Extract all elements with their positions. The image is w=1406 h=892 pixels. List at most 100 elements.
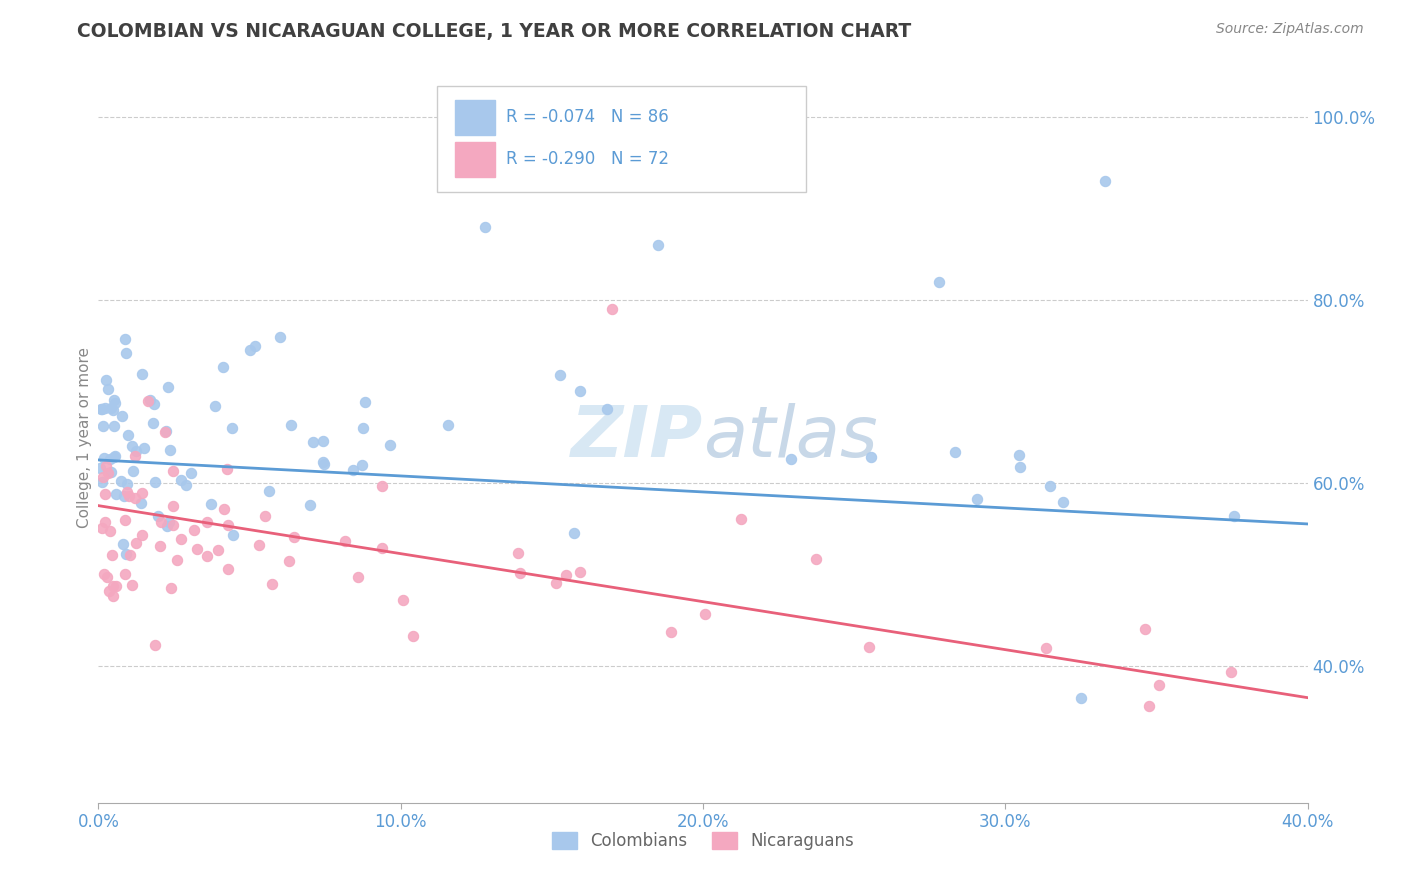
Point xyxy=(103,419,125,434)
Point xyxy=(312,434,335,449)
Point xyxy=(1008,449,1031,463)
Point xyxy=(200,498,222,512)
Point xyxy=(1223,509,1246,524)
Point xyxy=(254,509,277,524)
Point xyxy=(212,360,235,375)
Point xyxy=(806,552,828,566)
Point xyxy=(114,489,136,503)
Point xyxy=(98,524,121,539)
Point xyxy=(143,475,166,489)
Point xyxy=(138,393,160,408)
Point xyxy=(114,346,136,360)
Text: ZIP: ZIP xyxy=(571,402,703,472)
Point xyxy=(156,518,179,533)
Point xyxy=(104,395,127,409)
Point xyxy=(169,473,191,487)
Point xyxy=(555,567,578,582)
Point xyxy=(174,478,197,492)
Point xyxy=(370,541,392,555)
Point xyxy=(115,547,138,561)
Bar xyxy=(456,100,495,135)
Point xyxy=(217,462,239,476)
Point xyxy=(354,394,377,409)
Point xyxy=(97,383,120,397)
Point xyxy=(195,549,218,563)
Point xyxy=(114,513,136,527)
Point xyxy=(280,417,302,432)
Point xyxy=(257,483,280,498)
FancyBboxPatch shape xyxy=(437,86,806,192)
Point xyxy=(509,566,531,580)
Point xyxy=(124,491,146,506)
Point xyxy=(103,589,125,603)
Point xyxy=(217,517,239,532)
Point xyxy=(860,450,883,464)
Point xyxy=(114,566,136,581)
Point xyxy=(148,509,170,524)
Point xyxy=(96,373,118,387)
Point xyxy=(91,401,114,416)
Point xyxy=(94,486,117,500)
Point xyxy=(124,449,146,463)
Point xyxy=(103,392,125,407)
Text: COLOMBIAN VS NICARAGUAN COLLEGE, 1 YEAR OR MORE CORRELATION CHART: COLOMBIAN VS NICARAGUAN COLLEGE, 1 YEAR … xyxy=(77,22,911,41)
Point xyxy=(97,583,120,598)
Text: R = -0.290   N = 72: R = -0.290 N = 72 xyxy=(506,150,669,168)
Point xyxy=(94,515,117,529)
Point xyxy=(436,418,458,433)
Point xyxy=(112,537,135,551)
Point xyxy=(1035,640,1057,655)
Point xyxy=(371,479,394,493)
Point xyxy=(352,458,374,473)
Point xyxy=(89,461,111,475)
Point xyxy=(269,330,291,344)
Point xyxy=(156,380,179,394)
Point xyxy=(131,485,153,500)
Point xyxy=(105,487,128,501)
Bar xyxy=(456,142,495,177)
Point xyxy=(221,421,243,435)
Point xyxy=(378,438,401,452)
Point xyxy=(134,441,156,455)
Point xyxy=(596,401,619,416)
Point xyxy=(1008,459,1031,474)
Point xyxy=(568,384,591,398)
Text: R = -0.074   N = 86: R = -0.074 N = 86 xyxy=(506,109,669,127)
Point xyxy=(121,578,143,592)
Point xyxy=(101,548,124,562)
Point xyxy=(159,581,181,595)
Point xyxy=(568,565,591,579)
Point xyxy=(928,275,950,289)
Point xyxy=(122,464,145,478)
Point xyxy=(352,421,374,435)
Point xyxy=(243,339,266,353)
Point xyxy=(506,546,529,560)
Point xyxy=(195,515,218,529)
Point xyxy=(1039,479,1062,493)
Point xyxy=(104,449,127,463)
Point xyxy=(1147,678,1170,692)
Point xyxy=(143,638,166,652)
Point xyxy=(347,570,370,584)
Point xyxy=(602,301,624,317)
Point xyxy=(183,524,205,538)
Point xyxy=(120,548,142,562)
Point xyxy=(562,525,585,540)
Point xyxy=(222,527,245,541)
Point xyxy=(1133,622,1156,636)
Point xyxy=(247,538,270,552)
Point xyxy=(150,515,173,529)
Point xyxy=(212,501,235,516)
Point xyxy=(139,392,162,407)
Point xyxy=(101,403,124,417)
Point xyxy=(312,458,335,472)
Point xyxy=(162,499,184,513)
Point xyxy=(124,443,146,458)
Point xyxy=(1094,174,1116,188)
Point xyxy=(546,575,568,590)
Point xyxy=(98,451,121,466)
Point xyxy=(124,536,146,550)
Point xyxy=(149,539,172,553)
Point xyxy=(131,527,153,541)
Point xyxy=(260,577,283,591)
